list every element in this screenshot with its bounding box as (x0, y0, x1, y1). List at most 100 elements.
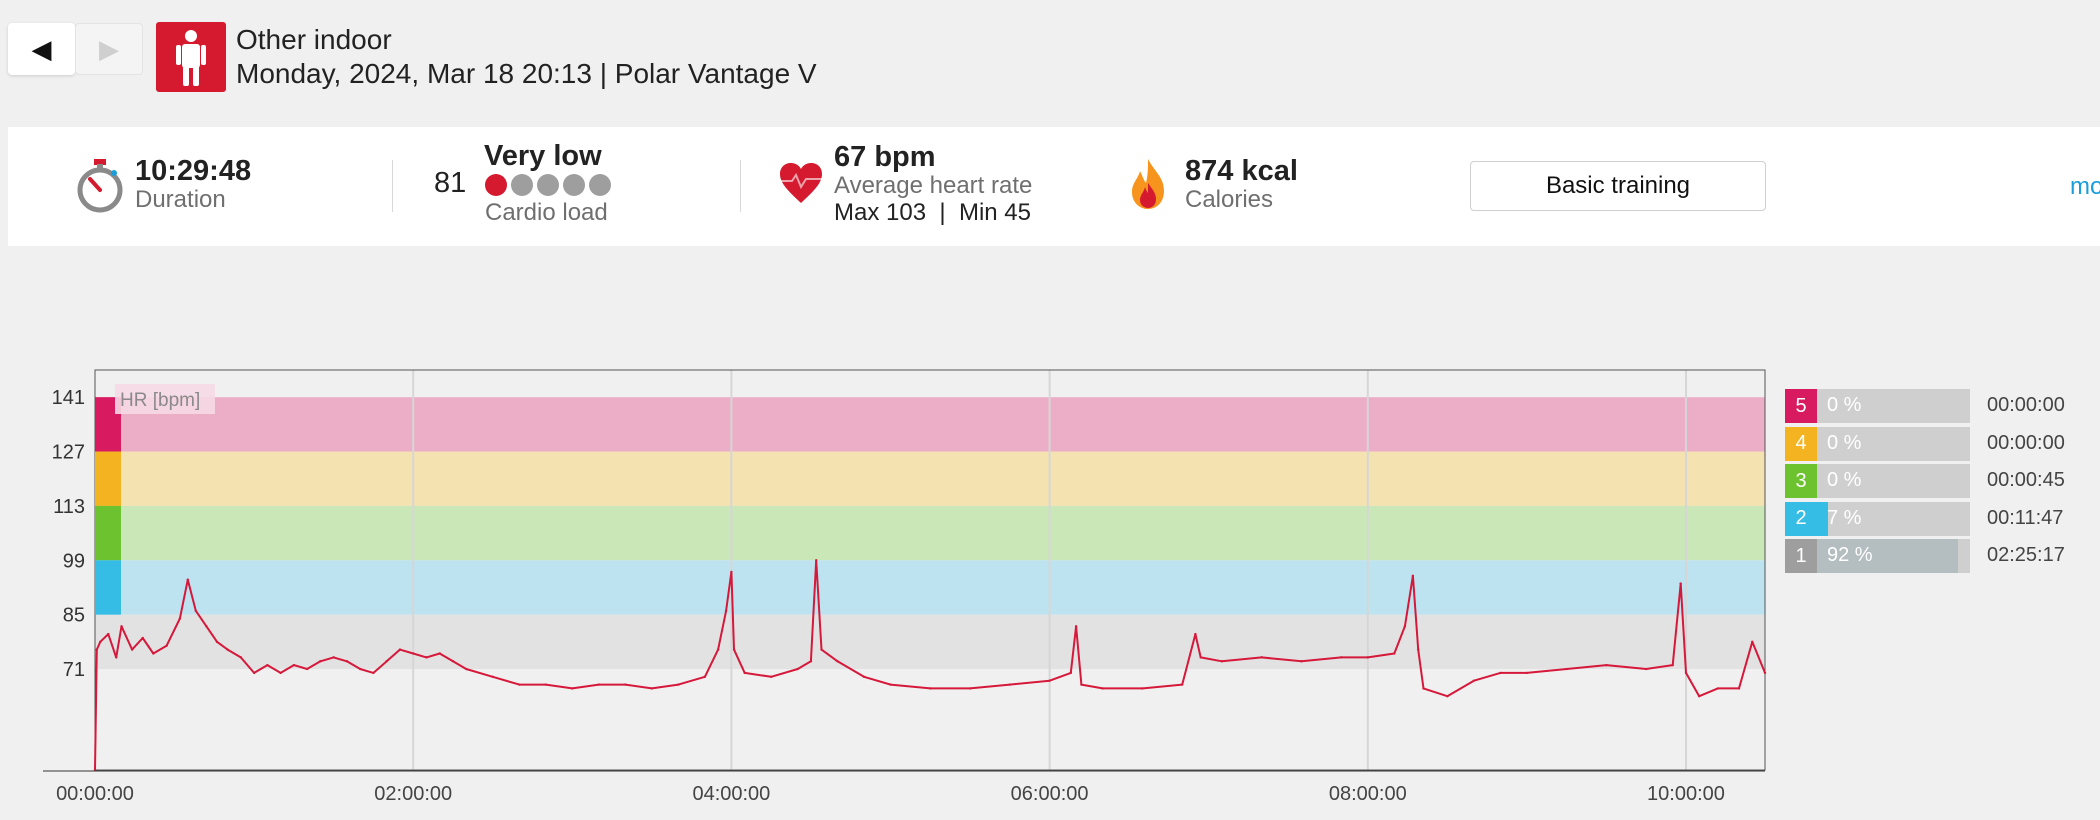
x-tick-label: 02:00:00 (374, 783, 452, 805)
hr-point (226, 648, 229, 651)
load-dot (537, 174, 559, 196)
hr-point (1565, 667, 1568, 671)
sport-type-icon (156, 22, 226, 92)
legend-label: HR [bpm] (120, 390, 200, 411)
load-dot (563, 174, 585, 196)
heart-rate-chart[interactable]: HR [bpm] 141 127 113 99 85 71 00:00:00 02:00:0… (0, 360, 1790, 820)
heart-rate-minmax: Max 103 | Min 45 (834, 199, 1031, 226)
hr-point (716, 648, 720, 651)
duration-label: Duration (135, 186, 226, 213)
x-axis-ticks: 00:00:00 02:00:00 04:00:00 06:00:00 08:00:00… (56, 783, 1725, 805)
y-tick-label: 99 (63, 550, 85, 572)
hr-point (1194, 632, 1197, 636)
hr-point (292, 663, 296, 667)
zone-percentage: 0 % (1827, 469, 1862, 491)
y-tick-label: 141 (52, 387, 85, 409)
zone-marker-2 (95, 560, 121, 615)
hr-point (724, 609, 728, 612)
hr-series (93, 559, 1767, 772)
zone-number: 5 (1785, 389, 1817, 423)
zone-marker-3 (95, 505, 121, 561)
hr-point (1472, 679, 1476, 682)
next-icon: ▶ (99, 33, 119, 64)
zone-markers (95, 397, 121, 615)
previous-button[interactable]: ◀ (8, 23, 75, 75)
hr-point (451, 660, 455, 663)
hr-point (491, 675, 494, 678)
hr-point (372, 671, 375, 675)
zone-number: 4 (1785, 426, 1817, 461)
y-tick-label: 85 (63, 605, 85, 627)
hr-point (1008, 683, 1012, 686)
hr-point (305, 667, 309, 671)
next-button[interactable]: ▶ (75, 23, 143, 75)
hr-point (385, 660, 388, 663)
hr-point (438, 652, 441, 655)
hr-point (1737, 687, 1741, 690)
hr-point (186, 578, 190, 581)
zone-band-5 (95, 397, 1765, 452)
legend-background (115, 384, 215, 414)
hr-point (252, 671, 256, 675)
hr-point (597, 683, 601, 686)
more-link[interactable]: mo (2070, 173, 2100, 200)
hr-point (425, 656, 428, 659)
cardio-load-label: Cardio load (485, 199, 608, 226)
hr-point (743, 671, 746, 675)
hr-point (1199, 656, 1202, 659)
hr-point (99, 640, 102, 644)
hr-point (1141, 687, 1144, 690)
chart-legend: HR [bpm] (115, 384, 215, 414)
hr-point (809, 660, 813, 663)
hr-point (1716, 687, 1720, 690)
zone-time: 00:11:47 (1987, 506, 2064, 529)
hr-point (968, 687, 972, 690)
zone-number: 3 (1785, 464, 1817, 498)
x-tick-label: 06:00:00 (1011, 783, 1089, 805)
x-tick-label: 00:00:00 (56, 783, 134, 805)
hr-point (518, 683, 521, 686)
load-dot (589, 174, 611, 196)
training-summary: 10:29:48 Duration 81 Very low Cardio loa… (8, 127, 2100, 246)
hr-point (624, 683, 627, 686)
zone-bar-track (1817, 464, 1970, 498)
zone-number: 1 (1785, 539, 1817, 573)
hr-point (815, 559, 818, 562)
cardio-load-value: 81 (434, 167, 467, 199)
hr-point (165, 644, 168, 647)
hr-point (1763, 671, 1767, 675)
hr-point (1411, 574, 1415, 578)
hr-point (1340, 656, 1343, 659)
zone-percentage: 0 % (1827, 394, 1862, 416)
zone-time: 00:00:00 (1987, 431, 2065, 454)
divider (392, 160, 393, 212)
zone-time: 02:25:17 (1987, 544, 2065, 566)
hr-point (279, 671, 282, 675)
hr-point (1698, 695, 1701, 698)
zone-percentage: 7 % (1827, 506, 1862, 529)
hr-point (1080, 683, 1083, 686)
y-tick-label: 127 (52, 442, 85, 464)
zone-percentage: 92 % (1827, 544, 1873, 566)
zone-row-5: 5 0 % (1785, 389, 1970, 423)
hr-point (1403, 625, 1407, 628)
zone-time: 00:00:00 (1987, 394, 2065, 416)
hr-point (1671, 663, 1674, 667)
hr-point (398, 648, 402, 651)
cardio-load-level: Very low (484, 140, 602, 172)
hr-point (677, 683, 680, 686)
hr-point (1260, 656, 1263, 659)
hr-point (115, 656, 118, 659)
zone-number: 2 (1785, 501, 1817, 536)
hr-point (465, 667, 468, 671)
basic-training-button[interactable]: Basic training (1470, 161, 1766, 211)
sport-name: Other indoor (236, 24, 392, 55)
hr-point (1605, 663, 1608, 667)
previous-icon: ◀ (31, 33, 52, 64)
avg-heart-rate-value: 67 bpm (834, 141, 936, 173)
hr-point (1416, 648, 1420, 651)
hr-point (650, 687, 654, 690)
zone-marker-4 (95, 451, 121, 506)
hr-point (95, 648, 98, 651)
y-tick-label: 113 (53, 496, 85, 518)
